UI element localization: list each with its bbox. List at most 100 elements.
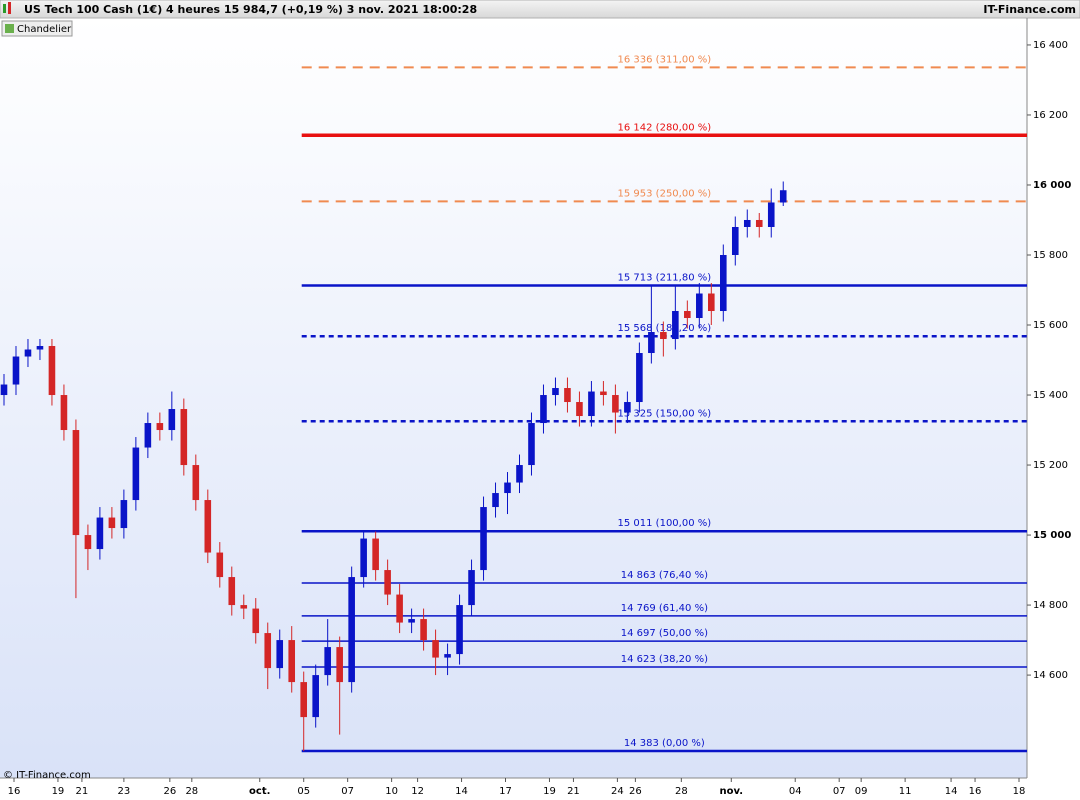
candle-body bbox=[779, 190, 787, 203]
x-tick-label: oct. bbox=[249, 786, 270, 797]
candle-body bbox=[767, 202, 775, 227]
x-tick-label: 05 bbox=[297, 786, 310, 797]
x-tick-label: 14 bbox=[455, 786, 468, 797]
fib-label: 15 325 (150,00 %) bbox=[618, 408, 712, 419]
fib-label: 15 713 (211,80 %) bbox=[618, 272, 712, 283]
candle-body bbox=[696, 293, 703, 319]
candle-body bbox=[719, 254, 727, 312]
y-tick-label: 14 800 bbox=[1033, 600, 1068, 611]
x-tick-label: 12 bbox=[411, 786, 424, 797]
header-title: US Tech 100 Cash (1€) 4 heures 15 984,7 … bbox=[24, 3, 477, 16]
candle-body bbox=[60, 395, 68, 431]
candle-body bbox=[36, 346, 44, 350]
candle-body bbox=[540, 395, 547, 424]
fib-label: 14 697 (50,00 %) bbox=[621, 628, 708, 639]
x-tick-label: 14 bbox=[945, 786, 958, 797]
candle-body bbox=[636, 353, 643, 403]
candle-body bbox=[72, 430, 80, 536]
fib-label: 15 011 (100,00 %) bbox=[618, 518, 712, 529]
candle-body bbox=[216, 552, 224, 578]
x-tick-label: nov. bbox=[720, 786, 744, 797]
candle-body bbox=[144, 423, 152, 448]
x-tick-label: 28 bbox=[185, 786, 198, 797]
candle-body bbox=[624, 402, 631, 413]
candle-body bbox=[684, 311, 691, 319]
candle-body bbox=[168, 409, 176, 431]
candle-body bbox=[336, 647, 343, 683]
y-tick-label: 15 000 bbox=[1033, 530, 1071, 541]
fib-label: 16 336 (311,00 %) bbox=[618, 54, 712, 65]
header-bar bbox=[0, 0, 1080, 19]
icon bbox=[8, 2, 11, 14]
candle-body bbox=[120, 500, 128, 529]
candle-body bbox=[456, 605, 463, 655]
y-tick-label: 14 600 bbox=[1033, 670, 1068, 681]
x-tick-label: 26 bbox=[163, 786, 176, 797]
y-tick-label: 16 200 bbox=[1033, 110, 1068, 121]
x-tick-label: 26 bbox=[629, 786, 642, 797]
fib-label: 14 863 (76,40 %) bbox=[621, 570, 708, 581]
x-tick-label: 19 bbox=[543, 786, 556, 797]
candle-body bbox=[180, 409, 188, 466]
x-tick-label: 07 bbox=[341, 786, 354, 797]
icon bbox=[3, 4, 6, 13]
x-tick-label: 04 bbox=[789, 786, 802, 797]
candle-body bbox=[12, 356, 20, 385]
candle-body bbox=[96, 517, 104, 550]
fib-label: 14 623 (38,20 %) bbox=[621, 654, 708, 665]
x-tick-label: 28 bbox=[675, 786, 688, 797]
button-label[interactable]: Chandelier bbox=[17, 24, 72, 35]
y-tick-label: 16 400 bbox=[1033, 40, 1068, 51]
fib-label: 16 142 (280,00 %) bbox=[618, 122, 712, 133]
candle-body bbox=[240, 605, 248, 609]
candle-body bbox=[516, 465, 523, 483]
candle-body bbox=[264, 633, 272, 669]
candle-body bbox=[600, 391, 607, 396]
candle-body bbox=[252, 608, 260, 634]
candle-body bbox=[288, 640, 296, 683]
candle-body bbox=[576, 402, 583, 417]
brand: IT-Finance.com bbox=[983, 3, 1076, 16]
candle-body bbox=[156, 423, 164, 431]
x-tick-label: 09 bbox=[855, 786, 868, 797]
candle-body bbox=[564, 388, 571, 403]
x-tick-label: 21 bbox=[76, 786, 89, 797]
fib-label: 14 383 (0,00 %) bbox=[624, 738, 705, 749]
footer-credit: © IT-Finance.com bbox=[3, 770, 91, 781]
candle-body bbox=[660, 332, 667, 340]
x-tick-label: 10 bbox=[385, 786, 398, 797]
y-tick-label: 15 400 bbox=[1033, 390, 1068, 401]
candle-body bbox=[132, 447, 140, 501]
candle-body bbox=[228, 577, 236, 606]
candle-body bbox=[432, 640, 439, 658]
chandelier-button[interactable] bbox=[1, 20, 73, 37]
candle-body bbox=[408, 619, 415, 623]
candle-body bbox=[396, 594, 403, 623]
candle-body bbox=[420, 619, 427, 641]
candle-body bbox=[480, 507, 487, 571]
fib-label: 15 568 (188,20 %) bbox=[618, 323, 712, 334]
candle-body bbox=[648, 332, 655, 354]
plot-area bbox=[0, 18, 1027, 778]
candle-body bbox=[300, 682, 308, 718]
candle-body bbox=[468, 570, 475, 606]
candle-body bbox=[276, 640, 284, 669]
y-tick-label: 15 600 bbox=[1033, 320, 1068, 331]
candle-body bbox=[24, 349, 32, 357]
candle-body bbox=[312, 675, 319, 718]
candle-body bbox=[204, 500, 212, 553]
candle-body bbox=[384, 570, 391, 595]
candle-body bbox=[731, 226, 739, 255]
candle-body bbox=[708, 293, 715, 312]
candle-body bbox=[84, 535, 92, 550]
x-tick-label: 18 bbox=[1013, 786, 1026, 797]
candle-body bbox=[743, 219, 751, 227]
candle-body bbox=[504, 482, 511, 494]
candle-body bbox=[0, 384, 8, 396]
y-tick-label: 16 000 bbox=[1033, 180, 1071, 191]
x-tick-label: 07 bbox=[833, 786, 846, 797]
candle-body bbox=[372, 538, 379, 571]
candle-body bbox=[360, 538, 367, 578]
x-tick-label: 19 bbox=[52, 786, 65, 797]
